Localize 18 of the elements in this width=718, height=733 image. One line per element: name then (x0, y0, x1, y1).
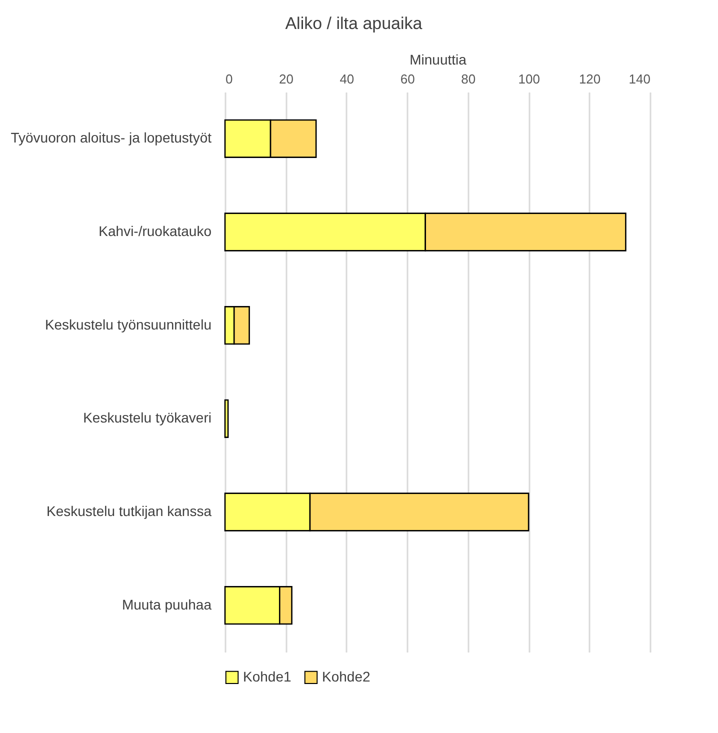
x-tick-label: 80 (461, 72, 476, 86)
x-axis-title: Minuuttia (410, 52, 467, 68)
x-tick-label: 100 (518, 72, 540, 86)
legend-label: Kohde2 (322, 668, 370, 684)
y-tick-label: Keskustelu työnsuunnittelu (44, 316, 212, 332)
x-tick-label: 0 (226, 72, 233, 86)
x-tick-label: 120 (578, 72, 601, 86)
x-tick-label: 40 (340, 72, 354, 86)
y-tick-label: Muuta puuhaa (122, 596, 212, 612)
x-tick-label: 20 (278, 72, 294, 86)
x-tick-label: 60 (400, 72, 415, 86)
y-tick-label: Kahvi-/ruokatauko (98, 223, 212, 239)
y-tick-label: Keskustelu työkaveri (83, 410, 212, 426)
x-tick-label: 140 (628, 72, 650, 86)
y-tick-label: Keskustelu tutkijan kanssa (46, 503, 212, 519)
chart-title: Aliko / ilta apuaika (285, 14, 423, 33)
y-tick-label: Työvuoron aloitus- ja lopetustyöt (10, 130, 212, 146)
legend-label: Kohde1 (243, 668, 292, 684)
